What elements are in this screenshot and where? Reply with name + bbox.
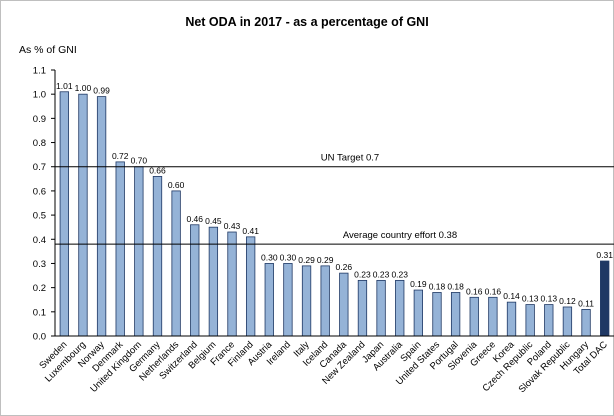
y-tick-label: 0.9 [33, 114, 46, 125]
reference-line-label: UN Target 0.7 [321, 153, 379, 164]
data-label: 0.16 [466, 286, 483, 296]
bar [264, 263, 274, 337]
data-label: 0.46 [186, 214, 203, 224]
bar [339, 272, 349, 337]
data-label: 0.43 [224, 221, 241, 231]
y-axis-label: As % of GNI [19, 44, 77, 56]
data-label: 0.19 [410, 279, 427, 289]
y-tick-label: 0.6 [33, 186, 46, 197]
chart-title: Net ODA in 2017 - as a percentage of GNI [185, 15, 429, 29]
bar [245, 236, 256, 337]
y-tick-label: 0.5 [33, 211, 46, 222]
data-label: 0.30 [280, 252, 297, 262]
bar [301, 265, 312, 337]
bar [134, 166, 144, 337]
y-tick-label: 0.4 [33, 235, 46, 246]
data-label: 0.72 [112, 151, 129, 161]
bar [78, 93, 88, 337]
bar [562, 306, 573, 337]
bar [227, 231, 237, 337]
data-label: 0.26 [336, 262, 353, 272]
bar [115, 161, 125, 337]
data-label: 0.29 [317, 255, 334, 265]
y-tick-label: 0.0 [33, 332, 46, 343]
data-label: 0.13 [541, 294, 558, 304]
data-label: 0.41 [242, 226, 259, 236]
bar [357, 279, 368, 337]
bar [376, 279, 386, 337]
reference-lines: UN Target 0.7 Average country effort 0.38 [55, 153, 614, 245]
reference-line-label: Average country effort 0.38 [343, 230, 457, 241]
bar [320, 265, 330, 337]
data-label: 1.01 [56, 81, 73, 91]
bar [450, 292, 461, 337]
data-label: 0.45 [205, 216, 222, 226]
data-label: 0.29 [298, 255, 315, 265]
data-label: 0.30 [261, 252, 278, 262]
bar [395, 279, 405, 337]
data-label: 1.00 [75, 83, 92, 93]
data-label: 0.18 [447, 281, 464, 291]
data-label: 0.16 [485, 286, 502, 296]
data-label: 0.14 [503, 291, 520, 301]
bar [432, 292, 442, 337]
bar [544, 304, 554, 337]
bar [413, 289, 424, 337]
bar [581, 308, 591, 337]
data-label: 0.99 [93, 86, 110, 96]
bar [190, 224, 200, 337]
y-tick-label: 1.1 [33, 66, 46, 77]
bar [506, 301, 517, 337]
data-labels: 1.01 1.00 0.99 0.72 0.700.660.60 0.46 0.45 0.43… [56, 81, 613, 309]
y-tick-label: 0.8 [33, 138, 46, 149]
bar-total-dac [600, 260, 610, 337]
y-tick-label: 0.3 [33, 259, 46, 270]
y-tick-label: 0.2 [33, 283, 46, 294]
data-label: 0.12 [559, 296, 576, 306]
data-label: 0.23 [354, 269, 371, 279]
data-label: 0.11 [578, 298, 594, 308]
data-label: 0.18 [429, 281, 446, 291]
bar [152, 175, 163, 337]
bar [59, 91, 69, 337]
bar [171, 190, 181, 337]
data-label: 0.23 [373, 269, 390, 279]
y-tick-label: 0.7 [33, 162, 46, 173]
y-tick-label: 1.0 [33, 90, 46, 101]
bars [59, 91, 610, 337]
y-tick-label: 0.1 [33, 307, 46, 318]
data-label: 0.66 [149, 165, 166, 175]
bar [208, 226, 219, 337]
bar [525, 304, 535, 337]
data-label: 0.13 [522, 294, 539, 304]
data-label: 0.60 [168, 180, 185, 190]
bar [469, 296, 479, 337]
data-label: 0.23 [391, 269, 408, 279]
bar [96, 96, 107, 337]
bar [283, 263, 293, 337]
y-axis-ticks: 0.0 0.1 0.2 0.3 0.4 0.5 0.6 0.7 0.8 0.9 1.0 1.1 [33, 66, 55, 343]
data-label: 0.70 [131, 156, 148, 166]
bar [488, 296, 498, 337]
data-label: 0.31 [596, 250, 613, 260]
